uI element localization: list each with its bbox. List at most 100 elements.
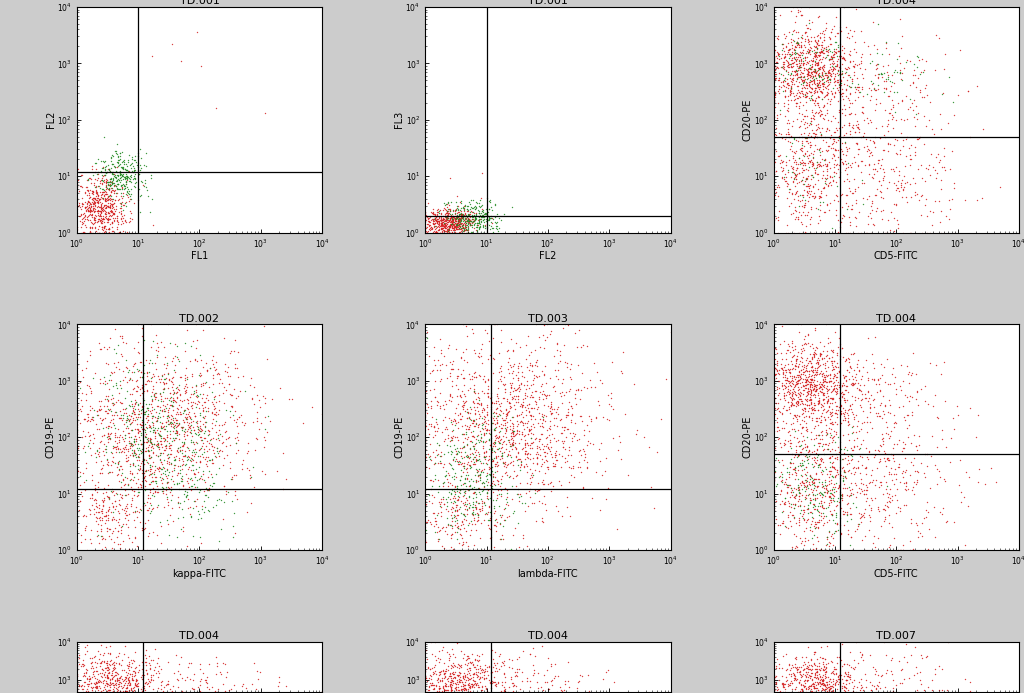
Point	[497, 418, 513, 429]
Point	[185, 388, 202, 399]
Point	[136, 500, 153, 511]
Point	[148, 501, 165, 512]
Point	[803, 43, 819, 54]
Point	[826, 426, 843, 437]
Point	[485, 478, 502, 489]
Point	[838, 90, 854, 101]
Point	[106, 666, 123, 677]
Point	[865, 40, 882, 51]
Point	[481, 319, 498, 330]
Point	[450, 678, 466, 690]
Point	[496, 380, 512, 391]
Point	[779, 77, 796, 88]
Point	[806, 371, 822, 383]
Point	[93, 214, 110, 225]
Point	[540, 653, 556, 664]
Point	[145, 503, 162, 514]
Point	[132, 457, 148, 468]
Point	[808, 692, 824, 693]
Point	[559, 410, 575, 421]
Point	[781, 143, 798, 154]
Point	[866, 85, 883, 96]
Point	[524, 403, 541, 414]
Point	[802, 394, 818, 405]
Point	[846, 675, 862, 686]
Point	[439, 492, 456, 503]
Point	[807, 501, 823, 512]
Point	[795, 477, 811, 488]
Point	[460, 213, 476, 225]
Point	[778, 159, 795, 170]
Point	[99, 665, 116, 676]
Point	[178, 541, 195, 552]
Point	[451, 227, 467, 238]
Point	[98, 177, 115, 188]
Point	[201, 425, 217, 436]
Point	[464, 216, 480, 227]
Point	[97, 441, 114, 452]
Point	[81, 205, 97, 216]
Point	[104, 222, 121, 233]
Point	[217, 358, 233, 369]
Point	[830, 432, 847, 443]
Point	[800, 46, 816, 58]
Point	[778, 172, 795, 183]
Point	[165, 412, 181, 423]
Point	[822, 417, 839, 428]
Point	[770, 227, 786, 238]
Point	[150, 672, 166, 683]
Point	[458, 500, 474, 511]
Point	[813, 488, 829, 499]
Point	[417, 215, 433, 226]
Point	[568, 435, 585, 446]
Point	[450, 370, 466, 381]
Point	[776, 520, 793, 532]
Point	[794, 87, 810, 98]
Point	[117, 182, 133, 193]
Point	[788, 65, 805, 76]
Point	[130, 398, 146, 410]
Point	[811, 53, 827, 64]
Point	[918, 194, 934, 205]
Point	[193, 370, 209, 381]
Point	[805, 539, 821, 550]
Point	[835, 377, 851, 388]
Point	[501, 544, 517, 555]
Point	[433, 348, 450, 359]
Point	[176, 426, 193, 437]
Point	[593, 437, 609, 448]
Point	[103, 173, 120, 184]
Point	[85, 495, 101, 506]
Point	[486, 545, 503, 556]
Point	[557, 453, 573, 464]
Point	[518, 417, 535, 428]
Point	[548, 412, 564, 423]
Point	[495, 430, 511, 441]
Point	[555, 442, 571, 453]
Point	[865, 662, 882, 673]
Point	[528, 371, 545, 383]
Point	[842, 97, 858, 108]
Point	[839, 499, 855, 510]
Point	[809, 168, 825, 179]
Point	[445, 502, 462, 514]
Point	[468, 209, 484, 220]
Point	[123, 424, 139, 435]
Point	[765, 101, 781, 112]
Point	[854, 452, 870, 463]
Point	[783, 468, 800, 480]
Point	[456, 372, 472, 383]
Point	[89, 198, 105, 209]
Point	[69, 467, 85, 478]
Point	[770, 376, 786, 387]
Point	[813, 411, 829, 422]
Point	[98, 676, 115, 687]
Point	[531, 370, 548, 381]
Point	[881, 119, 897, 130]
Point	[118, 164, 134, 175]
Point	[797, 674, 813, 685]
Point	[839, 683, 855, 693]
Point	[803, 660, 819, 671]
Point	[125, 161, 141, 172]
Point	[781, 53, 798, 64]
